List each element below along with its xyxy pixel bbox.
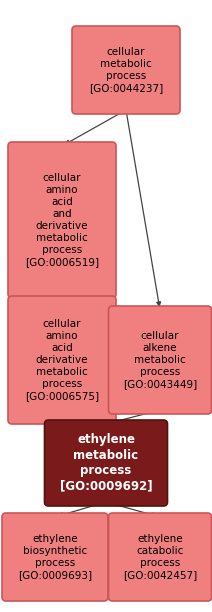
FancyBboxPatch shape <box>109 306 212 414</box>
FancyBboxPatch shape <box>2 513 108 601</box>
Text: ethylene
catabolic
process
[GO:0042457]: ethylene catabolic process [GO:0042457] <box>123 534 197 580</box>
FancyBboxPatch shape <box>109 513 212 601</box>
Text: ethylene
biosynthetic
process
[GO:0009693]: ethylene biosynthetic process [GO:000969… <box>18 534 92 580</box>
FancyBboxPatch shape <box>45 420 167 506</box>
Text: cellular
amino
acid
derivative
metabolic
process
[GO:0006575]: cellular amino acid derivative metabolic… <box>25 319 99 401</box>
FancyBboxPatch shape <box>72 26 180 114</box>
Text: ethylene
metabolic
process
[GO:0009692]: ethylene metabolic process [GO:0009692] <box>60 433 152 493</box>
FancyBboxPatch shape <box>8 296 116 424</box>
FancyBboxPatch shape <box>8 142 116 298</box>
Text: cellular
metabolic
process
[GO:0044237]: cellular metabolic process [GO:0044237] <box>89 47 163 93</box>
Text: cellular
alkene
metabolic
process
[GO:0043449]: cellular alkene metabolic process [GO:00… <box>123 331 197 389</box>
Text: cellular
amino
acid
and
derivative
metabolic
process
[GO:0006519]: cellular amino acid and derivative metab… <box>25 173 99 267</box>
